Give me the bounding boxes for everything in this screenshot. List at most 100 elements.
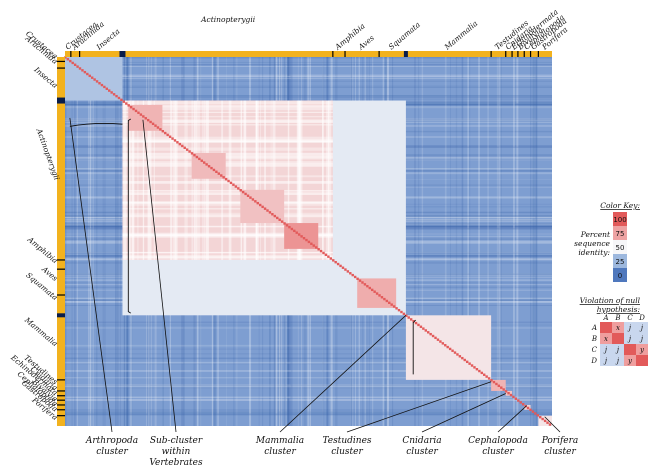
diagonal-cell — [129, 106, 133, 109]
texture-row — [65, 344, 552, 347]
texture-row — [122, 163, 333, 167]
taxon-boundary — [537, 51, 539, 57]
texture-column — [516, 57, 519, 426]
color-key-swatch — [613, 240, 627, 254]
diagonal-cell — [317, 248, 320, 251]
diagonal-cell — [73, 63, 77, 66]
taxon-boundary — [57, 259, 65, 261]
texture-row — [65, 87, 552, 88]
diagonal-cell — [156, 126, 160, 129]
texture-row — [65, 98, 552, 100]
diagonal-cell — [475, 368, 479, 371]
texture-row — [122, 138, 333, 143]
texture-row — [122, 161, 333, 163]
color-key-title: Color Key: — [600, 201, 640, 210]
texture-row — [122, 192, 333, 195]
diagonal-cell — [502, 388, 505, 391]
texture-column — [228, 100, 232, 260]
diagonal-cell — [375, 292, 379, 295]
texture-column — [88, 57, 90, 426]
violation-col-header: D — [638, 314, 645, 322]
diagonal-cell — [210, 166, 213, 170]
diagonal-cell — [66, 58, 70, 61]
diagonal-cell — [185, 148, 189, 151]
diagonal-cell — [159, 128, 162, 131]
callout-label: Cnidaria — [402, 436, 441, 446]
callout-leader — [421, 393, 506, 433]
violation-cell — [636, 333, 648, 344]
actinopterygii-texture — [122, 100, 333, 260]
diagonal-cell — [112, 93, 116, 96]
taxon-boundary — [57, 379, 65, 381]
texture-column — [102, 57, 105, 426]
texture-row — [122, 190, 333, 192]
diagonal-cell — [324, 253, 328, 257]
diagonal-cell — [295, 231, 298, 234]
violation-cell — [600, 355, 612, 366]
diagonal-cell — [424, 329, 427, 332]
diagonal-cell — [137, 111, 140, 114]
violation-cell-label: j — [639, 335, 644, 343]
diagonal-cell — [363, 283, 367, 286]
diagonal-cell — [90, 76, 94, 79]
left-taxon-label: Insecta — [32, 65, 60, 90]
diagonal-cell — [409, 318, 413, 321]
diagonal-cell — [297, 233, 301, 236]
color-key: Color Key: 100 75 50 25 0 Percentsequenceident… — [574, 201, 640, 282]
diagonal-cell — [93, 78, 96, 81]
texture-column — [142, 100, 145, 260]
violation-cell — [600, 344, 612, 355]
callout-label: cluster — [544, 447, 576, 457]
violation-cell — [612, 355, 624, 366]
texture-row — [122, 105, 333, 108]
diagonal-cell — [271, 213, 274, 216]
taxon-boundary — [57, 399, 65, 401]
diagonal-cell — [273, 214, 277, 218]
diagonal-cell — [461, 356, 464, 360]
diagonal-cell — [519, 401, 522, 404]
violation-title: Violation of null — [580, 296, 641, 305]
diagonal-cell — [524, 404, 527, 408]
violation-cell-label: j — [639, 324, 644, 332]
texture-row — [122, 256, 333, 260]
diagonal-cell — [220, 174, 223, 177]
diagonal-cell — [373, 290, 376, 293]
diagonal-cell — [232, 183, 235, 186]
texture-row — [65, 85, 552, 88]
texture-row — [122, 204, 333, 206]
diagonal-cell — [259, 203, 262, 207]
mammalia-bracket — [412, 319, 416, 375]
texture-column — [326, 100, 330, 260]
texture-column — [461, 57, 464, 426]
cluster-marker — [119, 51, 126, 57]
top-taxon-label: Squamata — [387, 20, 422, 52]
color-key-swatch — [613, 268, 627, 282]
diagonal-cell — [207, 165, 211, 168]
texture-row — [122, 124, 333, 126]
texture-column — [175, 100, 178, 260]
diagonal-cell — [154, 124, 157, 127]
diagonal-cell — [319, 249, 323, 253]
diagonal-cell — [188, 150, 191, 153]
texture-column — [123, 100, 127, 260]
diagonal-cell — [351, 273, 354, 277]
texture-row — [122, 119, 333, 123]
color-key-tick: 100 — [613, 216, 626, 224]
taxon-boundary — [57, 404, 65, 406]
texture-row — [122, 111, 333, 113]
diagonal-cell — [276, 216, 279, 220]
diagonal-cell — [495, 382, 498, 386]
diagonal-cell — [543, 419, 547, 423]
diagonal-cell — [514, 397, 518, 400]
texture-column — [322, 100, 324, 260]
callout-label: Porifera — [541, 436, 579, 446]
diagonal-cell — [458, 355, 462, 358]
texture-row — [122, 201, 333, 203]
top-taxon-label: Aves — [356, 33, 376, 52]
cluster-marker — [57, 313, 65, 318]
diagonal-cell — [456, 353, 459, 356]
diagonal-cell — [134, 109, 138, 113]
diagonal-cell — [429, 332, 432, 336]
violation-cell — [636, 344, 648, 355]
